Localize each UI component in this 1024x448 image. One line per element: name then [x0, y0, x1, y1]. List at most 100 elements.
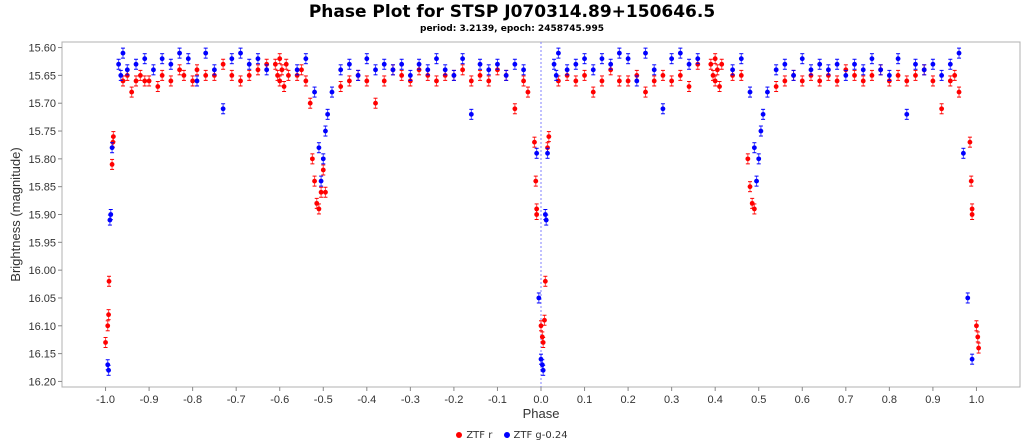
- data-point: [634, 72, 640, 78]
- data-point: [281, 84, 287, 89]
- data-point: [190, 78, 196, 84]
- data-point: [168, 61, 174, 67]
- data-point: [976, 345, 982, 351]
- data-point: [599, 78, 605, 84]
- data-point: [947, 61, 953, 67]
- data-point: [834, 61, 840, 67]
- data-point: [355, 72, 361, 78]
- data-point: [246, 61, 252, 67]
- y-tick-label: 16.15: [28, 349, 56, 361]
- data-point: [616, 50, 622, 56]
- chart-title: Phase Plot for STSP J070314.89+150646.5: [308, 2, 716, 22]
- data-point: [860, 67, 866, 73]
- data-point: [582, 56, 587, 62]
- y-tick-label: 16.00: [28, 265, 56, 277]
- data-point: [272, 61, 278, 67]
- y-tick-label: 15.90: [28, 210, 56, 222]
- data-point: [133, 61, 139, 67]
- data-point: [347, 61, 352, 67]
- legend-label-ztf-r: ZTF r: [466, 430, 493, 441]
- data-point: [712, 78, 718, 84]
- x-tick-label: 0.4: [708, 394, 723, 406]
- data-point: [921, 67, 927, 73]
- data-point: [521, 67, 526, 73]
- chart-subtitle: period: 3.2139, epoch: 2458745.995: [420, 24, 604, 34]
- data-point: [616, 78, 622, 84]
- data-point: [312, 89, 317, 95]
- data-point: [625, 56, 631, 62]
- data-point: [860, 78, 866, 84]
- data-point: [869, 72, 875, 78]
- data-point: [782, 78, 788, 84]
- data-point: [246, 72, 252, 78]
- data-point: [651, 78, 657, 84]
- data-point: [904, 111, 910, 117]
- data-point: [852, 61, 857, 67]
- data-point: [425, 67, 431, 73]
- data-point: [686, 61, 692, 67]
- data-point: [939, 106, 945, 112]
- data-point: [460, 56, 466, 62]
- data-point: [118, 72, 124, 78]
- data-point: [895, 72, 901, 78]
- data-point: [105, 362, 111, 368]
- data-point: [695, 56, 701, 62]
- data-point: [710, 72, 716, 78]
- data-point: [318, 178, 324, 184]
- data-point: [969, 206, 975, 212]
- x-tick-label: -0.1: [488, 394, 507, 406]
- data-point: [551, 61, 557, 67]
- x-tick-label: 1.0: [969, 394, 984, 406]
- data-point: [299, 67, 304, 73]
- x-tick-label: -0.7: [227, 394, 246, 406]
- x-tick-label: 0.0: [533, 394, 548, 406]
- x-tick-label: 0.1: [577, 394, 592, 406]
- data-point: [545, 145, 550, 151]
- x-tick-label: -0.6: [270, 394, 289, 406]
- data-point: [399, 61, 405, 67]
- data-point: [142, 56, 148, 62]
- data-point: [553, 72, 559, 78]
- axes-layer: 15.60 15.65 15.70 15.75 15.80 15.85 15.90 15.95…: [28, 43, 984, 406]
- data-point: [185, 56, 191, 62]
- data-point: [754, 178, 759, 184]
- data-point: [264, 67, 270, 73]
- data-point: [486, 67, 492, 73]
- data-point: [895, 56, 901, 62]
- y-tick-label: 15.60: [28, 43, 56, 55]
- data-point: [599, 56, 605, 62]
- data-point: [194, 78, 200, 84]
- data-point: [137, 72, 143, 78]
- data-point: [751, 145, 757, 151]
- data-point: [159, 72, 165, 78]
- data-point: [477, 61, 483, 67]
- data-point: [320, 156, 326, 162]
- data-point: [773, 84, 779, 89]
- data-point: [264, 61, 270, 67]
- data-point: [318, 189, 324, 195]
- data-point: [886, 78, 892, 84]
- data-point: [468, 111, 474, 117]
- legend: ZTF r ZTF g-0.24: [0, 430, 1024, 441]
- data-point: [109, 162, 115, 167]
- data-point: [969, 356, 975, 362]
- data-point: [229, 56, 235, 62]
- data-point: [495, 61, 500, 67]
- data-point: [294, 72, 300, 78]
- data-point: [773, 67, 779, 73]
- data-point: [608, 67, 614, 73]
- data-point: [373, 67, 378, 73]
- data-point: [913, 61, 918, 67]
- data-point: [564, 72, 570, 78]
- data-point: [220, 106, 226, 112]
- data-point: [142, 78, 148, 84]
- series-1: [105, 47, 975, 376]
- data-point: [539, 334, 545, 340]
- data-point: [573, 61, 579, 67]
- data-point: [381, 61, 387, 67]
- data-point: [967, 139, 973, 145]
- data-point: [751, 206, 757, 212]
- data-point: [109, 145, 115, 151]
- data-point: [521, 78, 526, 84]
